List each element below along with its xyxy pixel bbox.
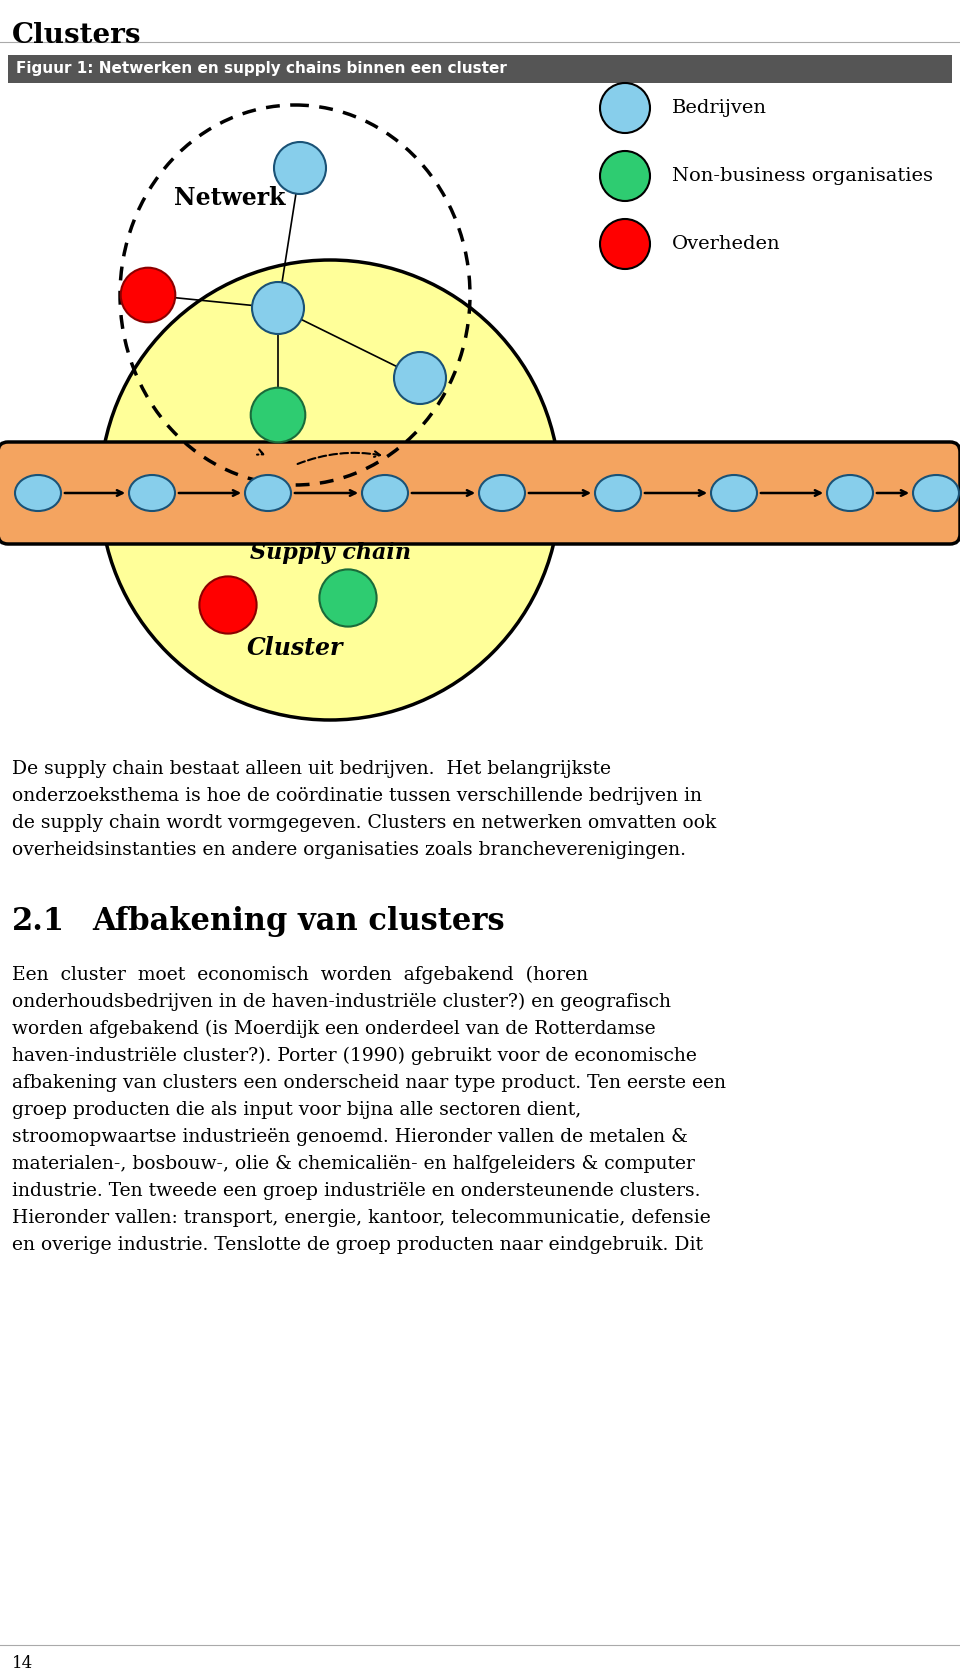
Text: worden afgebakend (is Moerdijk een onderdeel van de Rotterdamse: worden afgebakend (is Moerdijk een onder… bbox=[12, 1021, 656, 1038]
Text: Afbakening van clusters: Afbakening van clusters bbox=[92, 907, 505, 937]
Ellipse shape bbox=[121, 267, 176, 322]
Text: en overige industrie. Tenslotte de groep producten naar eindgebruik. Dit: en overige industrie. Tenslotte de groep… bbox=[12, 1236, 703, 1254]
Text: Hieronder vallen: transport, energie, kantoor, telecommunicatie, defensie: Hieronder vallen: transport, energie, ka… bbox=[12, 1209, 710, 1227]
Text: 2.1: 2.1 bbox=[12, 907, 65, 937]
Ellipse shape bbox=[320, 569, 376, 626]
Ellipse shape bbox=[600, 218, 650, 269]
Ellipse shape bbox=[245, 475, 291, 510]
Ellipse shape bbox=[913, 475, 959, 510]
Circle shape bbox=[100, 260, 560, 720]
Text: onderhoudsbedrijven in de haven-industriële cluster?) en geografisch: onderhoudsbedrijven in de haven-industri… bbox=[12, 992, 671, 1011]
Text: onderzoeksthema is hoe de coördinatie tussen verschillende bedrijven in: onderzoeksthema is hoe de coördinatie tu… bbox=[12, 787, 702, 804]
Ellipse shape bbox=[200, 576, 256, 633]
Text: Bedrijven: Bedrijven bbox=[672, 99, 767, 118]
FancyBboxPatch shape bbox=[0, 442, 960, 544]
Ellipse shape bbox=[600, 82, 650, 133]
Text: haven-industriële cluster?). Porter (1990) gebruikt voor de economische: haven-industriële cluster?). Porter (199… bbox=[12, 1048, 697, 1064]
Ellipse shape bbox=[394, 353, 446, 405]
Ellipse shape bbox=[595, 475, 641, 510]
Ellipse shape bbox=[251, 388, 305, 442]
Ellipse shape bbox=[827, 475, 873, 510]
Text: Clusters: Clusters bbox=[12, 22, 141, 49]
Ellipse shape bbox=[252, 282, 304, 334]
Text: industrie. Ten tweede een groep industriële en ondersteunende clusters.: industrie. Ten tweede een groep industri… bbox=[12, 1182, 701, 1200]
Ellipse shape bbox=[479, 475, 525, 510]
Text: afbakening van clusters een onderscheid naar type product. Ten eerste een: afbakening van clusters een onderscheid … bbox=[12, 1075, 726, 1091]
Text: De supply chain bestaat alleen uit bedrijven.  Het belangrijkste: De supply chain bestaat alleen uit bedri… bbox=[12, 761, 611, 777]
Bar bbox=[8, 55, 952, 82]
Text: materialen-, bosbouw-, olie & chemicaliën- en halfgeleiders & computer: materialen-, bosbouw-, olie & chemicalië… bbox=[12, 1155, 695, 1174]
Text: de supply chain wordt vormgegeven. Clusters en netwerken omvatten ook: de supply chain wordt vormgegeven. Clust… bbox=[12, 814, 716, 833]
Text: 14: 14 bbox=[12, 1655, 34, 1672]
Ellipse shape bbox=[15, 475, 61, 510]
Text: Netwerk: Netwerk bbox=[175, 186, 286, 210]
Text: Een  cluster  moet  economisch  worden  afgebakend  (horen: Een cluster moet economisch worden afgeb… bbox=[12, 965, 588, 984]
Text: Overheden: Overheden bbox=[672, 235, 780, 254]
Ellipse shape bbox=[129, 475, 175, 510]
Ellipse shape bbox=[362, 475, 408, 510]
Ellipse shape bbox=[600, 151, 650, 201]
Text: Cluster: Cluster bbox=[247, 636, 344, 660]
Ellipse shape bbox=[711, 475, 757, 510]
Text: Non-business organisaties: Non-business organisaties bbox=[672, 166, 933, 185]
Ellipse shape bbox=[274, 143, 326, 195]
Text: Figuur 1: Netwerken en supply chains binnen een cluster: Figuur 1: Netwerken en supply chains bin… bbox=[16, 62, 507, 77]
Text: overheidsinstanties en andere organisaties zoals brancheverenigingen.: overheidsinstanties en andere organisati… bbox=[12, 841, 686, 860]
Text: groep producten die als input voor bijna alle sectoren dient,: groep producten die als input voor bijna… bbox=[12, 1101, 581, 1118]
Text: stroomopwaartse industrieën genoemd. Hieronder vallen de metalen &: stroomopwaartse industrieën genoemd. Hie… bbox=[12, 1128, 688, 1147]
Text: Supply chain: Supply chain bbox=[250, 542, 411, 564]
